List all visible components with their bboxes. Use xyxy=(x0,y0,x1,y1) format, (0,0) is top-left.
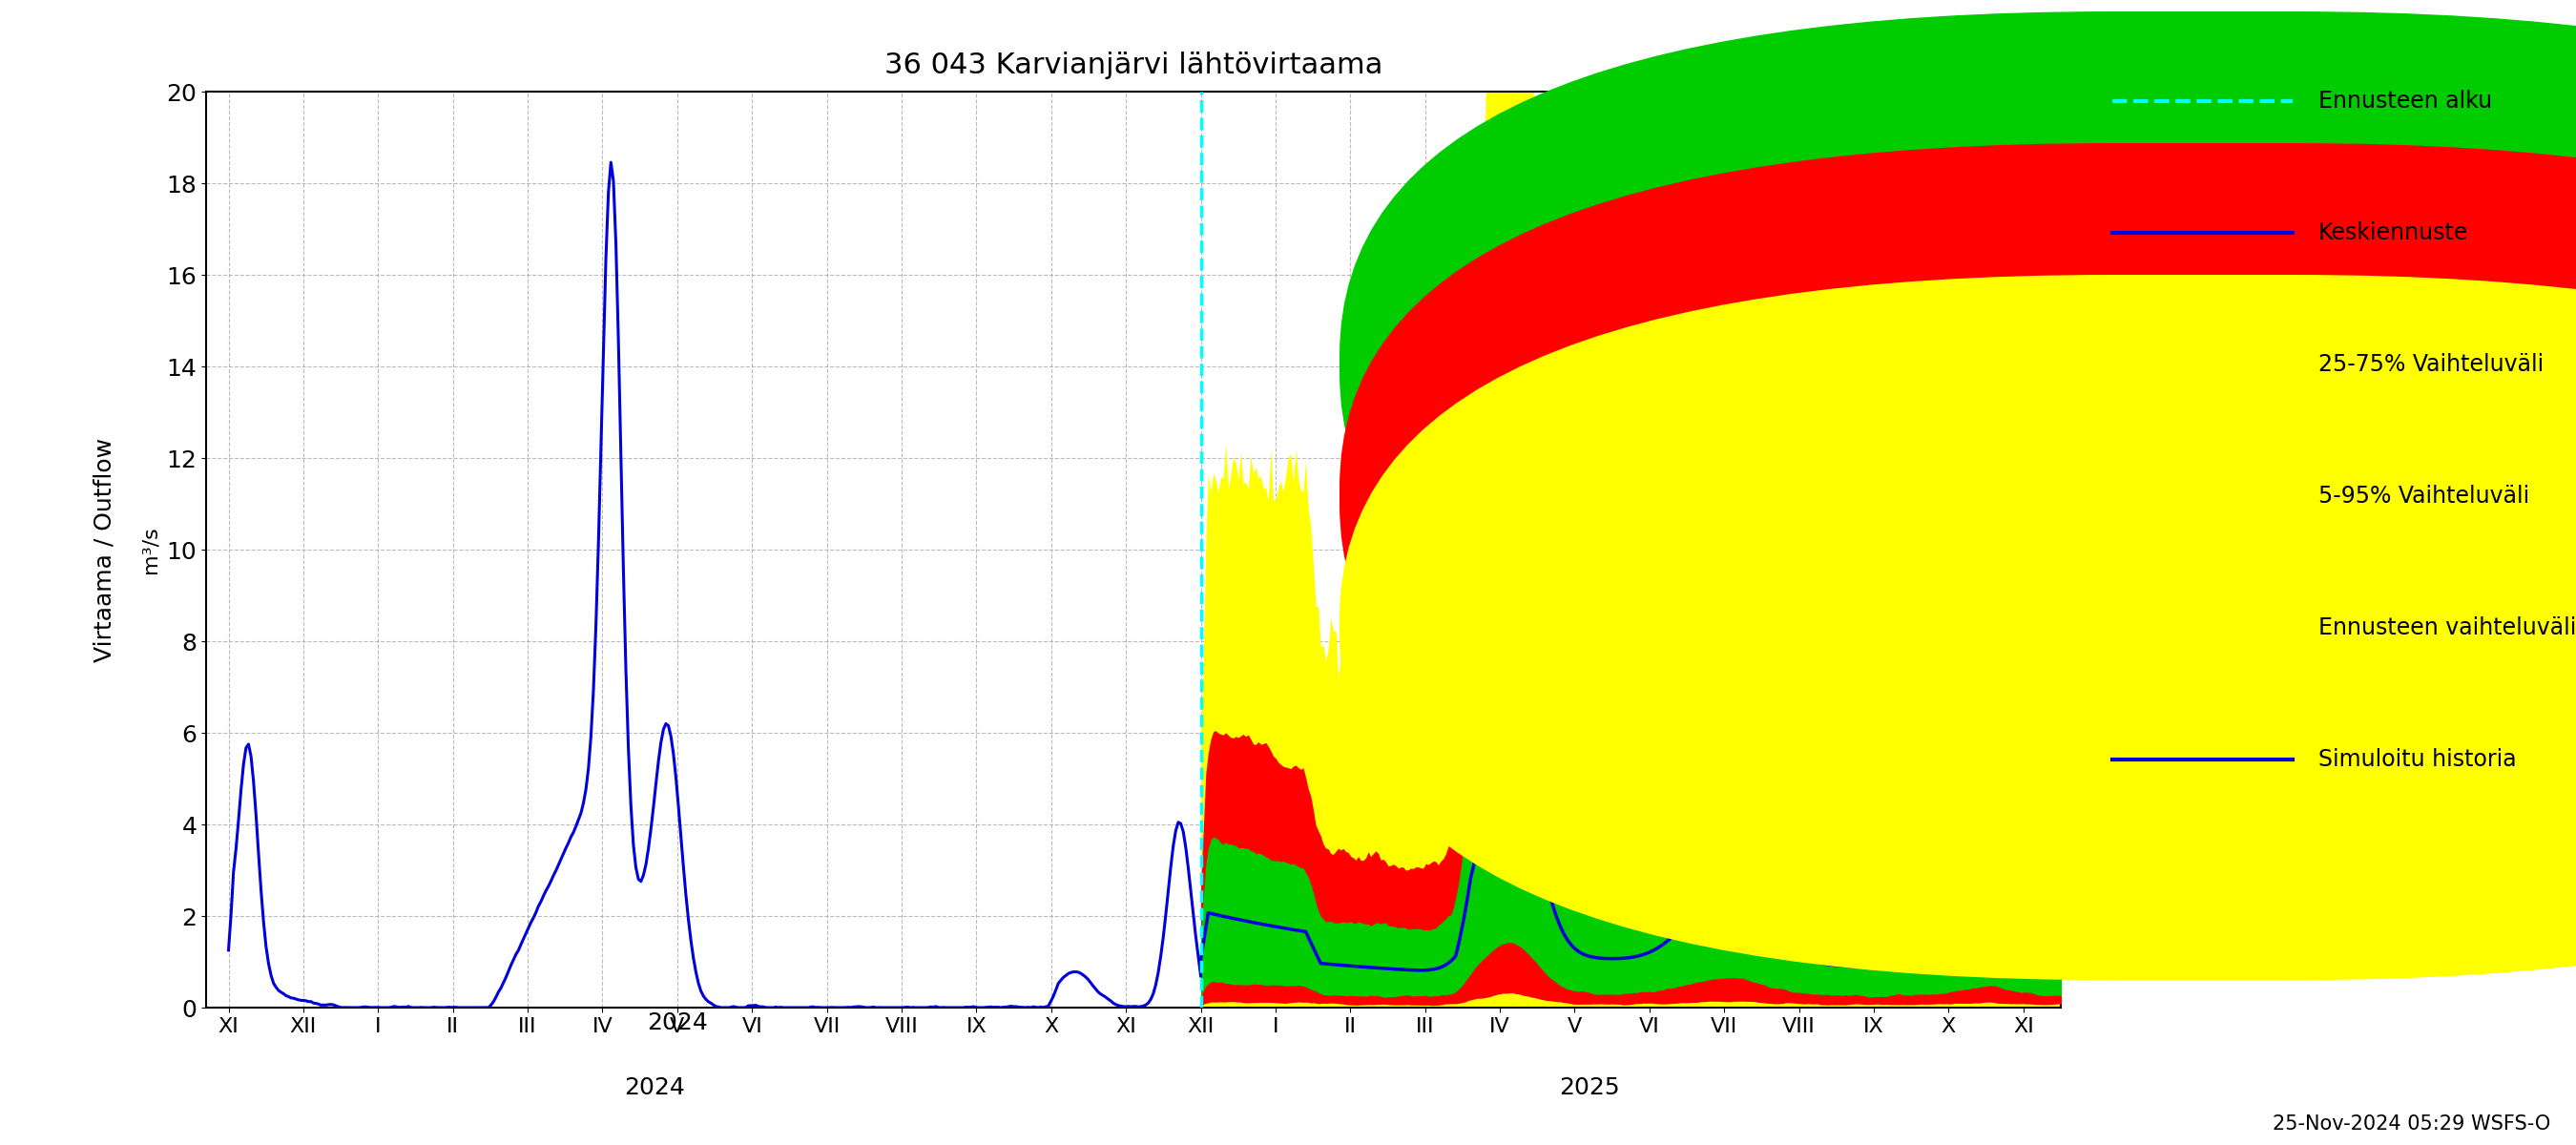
Text: 2024: 2024 xyxy=(623,1076,685,1099)
Text: Ennusteen vaihteluväli: Ennusteen vaihteluväli xyxy=(2318,616,2576,639)
Text: Ennusteen alku: Ennusteen alku xyxy=(2318,89,2491,112)
Text: Virtaama / Outflow: Virtaama / Outflow xyxy=(93,437,116,662)
Text: 25-Nov-2024 05:29 WSFS-O: 25-Nov-2024 05:29 WSFS-O xyxy=(2272,1114,2550,1134)
Text: m³/s: m³/s xyxy=(142,526,160,574)
Text: Keskiennuste: Keskiennuste xyxy=(2318,221,2468,244)
Text: 5-95% Vaihteluväli: 5-95% Vaihteluväli xyxy=(2318,484,2530,507)
Text: 2025: 2025 xyxy=(1558,1076,1620,1099)
Text: 2024: 2024 xyxy=(647,1011,708,1034)
Text: 25-75% Vaihteluväli: 25-75% Vaihteluväli xyxy=(2318,353,2543,376)
Text: Simuloitu historia: Simuloitu historia xyxy=(2318,748,2517,771)
Title: 36 043 Karvianjärvi lähtövirtaama: 36 043 Karvianjärvi lähtövirtaama xyxy=(884,52,1383,79)
